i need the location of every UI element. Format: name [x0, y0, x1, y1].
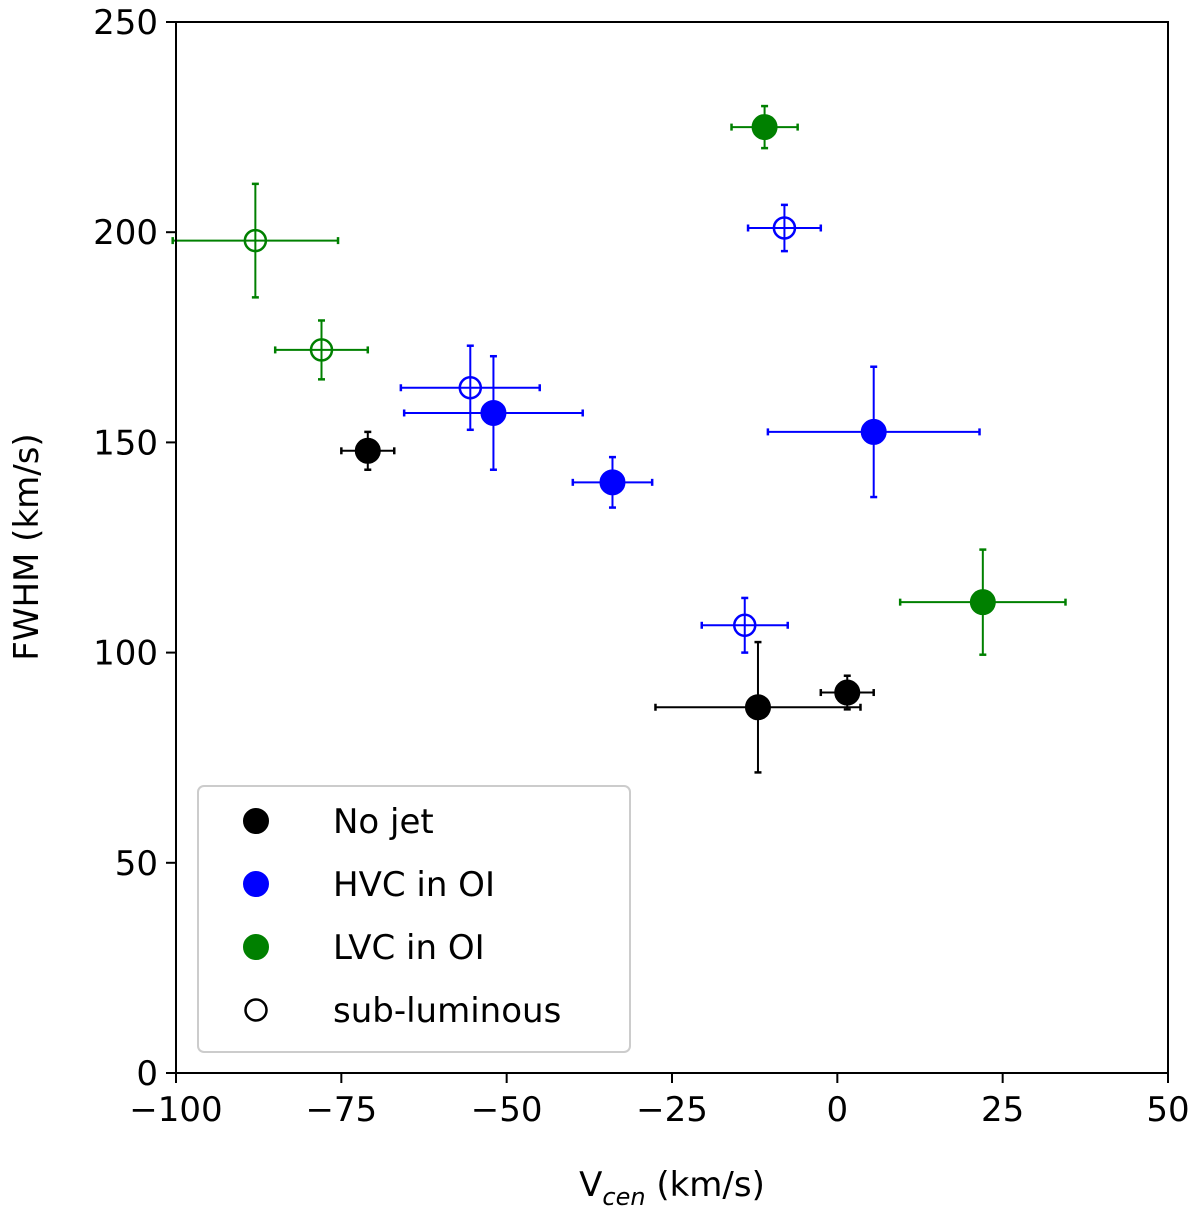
- x-axis-label: Vcen (km/s): [579, 1165, 765, 1210]
- data-point-group: [402, 354, 584, 471]
- data-point-group: [730, 104, 799, 150]
- x-tick-label: −75: [305, 1090, 377, 1130]
- data-point-marker: [480, 399, 507, 426]
- y-axis-label: FWHM (km/s): [7, 433, 47, 660]
- x-axis-label-main: V: [579, 1165, 602, 1205]
- data-point-group: [766, 365, 981, 499]
- data-points-layer: [171, 104, 1067, 774]
- data-point-marker: [834, 679, 861, 706]
- data-point-marker-open: [309, 338, 334, 362]
- x-tick-label: 50: [1146, 1090, 1189, 1130]
- data-point-group: [746, 203, 823, 253]
- data-point-group: [654, 640, 862, 774]
- data-point-marker-open: [243, 228, 268, 253]
- legend-marker: [243, 934, 269, 960]
- data-point-group: [399, 344, 541, 432]
- y-tick-label: 150: [93, 423, 158, 463]
- legend-marker-open: [244, 998, 268, 1022]
- data-point-marker: [860, 418, 887, 445]
- x-tick-label: −100: [129, 1090, 222, 1130]
- legend-label: No jet: [333, 802, 434, 842]
- legend-label: HVC in OI: [333, 865, 495, 905]
- data-point-marker: [354, 437, 381, 464]
- x-tick-label: −25: [636, 1090, 708, 1130]
- legend-marker: [243, 808, 269, 834]
- data-point-marker-open: [458, 375, 483, 400]
- legend: No jet HVC in OI LVC in OI sub-luminous: [197, 785, 631, 1053]
- axis-ticks-layer: −100 −75 −50 −25 0 25 50 0 50 100 150 200 250: [93, 3, 1190, 1130]
- data-point-group: [340, 430, 396, 471]
- x-axis-label-unit: (km/s): [646, 1165, 765, 1205]
- legend-label: LVC in OI: [333, 928, 485, 968]
- data-point-marker-open: [732, 613, 757, 638]
- x-axis-label-subscript: cen: [602, 1183, 645, 1210]
- data-point-group: [571, 455, 654, 509]
- x-tick-label: 0: [827, 1090, 849, 1130]
- y-tick-label: 50: [115, 844, 158, 884]
- data-point-marker: [599, 469, 626, 496]
- data-point-marker: [744, 694, 771, 721]
- legend-marker: [243, 871, 269, 897]
- legend-box: [197, 785, 631, 1053]
- data-point-marker: [751, 114, 778, 141]
- data-point-group: [171, 182, 340, 299]
- data-point-group: [819, 674, 875, 711]
- y-tick-label: 0: [136, 1054, 158, 1094]
- data-point-group: [898, 548, 1067, 656]
- data-point-group: [700, 596, 789, 654]
- y-tick-label: 100: [93, 634, 158, 674]
- y-tick-label: 250: [93, 3, 158, 43]
- legend-label: sub-luminous: [333, 991, 561, 1031]
- x-tick-label: 25: [981, 1090, 1024, 1130]
- y-tick-label: 200: [93, 213, 158, 253]
- x-tick-label: −50: [471, 1090, 543, 1130]
- data-point-marker: [969, 589, 996, 616]
- data-point-group: [273, 319, 370, 381]
- data-point-marker-open: [772, 216, 797, 240]
